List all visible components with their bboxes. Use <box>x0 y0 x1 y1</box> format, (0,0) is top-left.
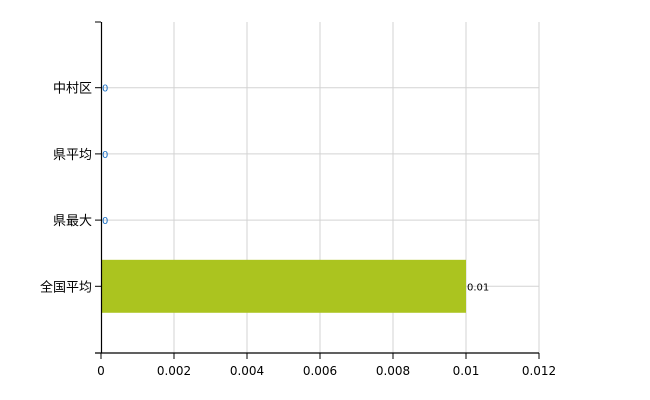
bar <box>101 259 466 313</box>
x-tick-label: 0 <box>97 364 105 378</box>
category-label: 県平均 <box>53 148 92 163</box>
x-tick-label: 0.006 <box>303 364 337 378</box>
x-tick-label: 0.01 <box>453 364 480 378</box>
category-label: 県最大 <box>53 214 92 229</box>
data-label: 0 <box>102 84 108 95</box>
data-label: 0 <box>102 216 108 227</box>
x-tick-label: 0.002 <box>157 364 191 378</box>
x-tick-label: 0.004 <box>230 364 264 378</box>
x-tick-label: 0.008 <box>376 364 410 378</box>
category-label: 全国平均 <box>40 279 92 295</box>
data-label: 0 <box>102 150 108 161</box>
x-tick-label: 0.012 <box>522 364 556 378</box>
category-label: 中村区 <box>53 82 92 97</box>
data-label: 0.01 <box>467 282 489 293</box>
